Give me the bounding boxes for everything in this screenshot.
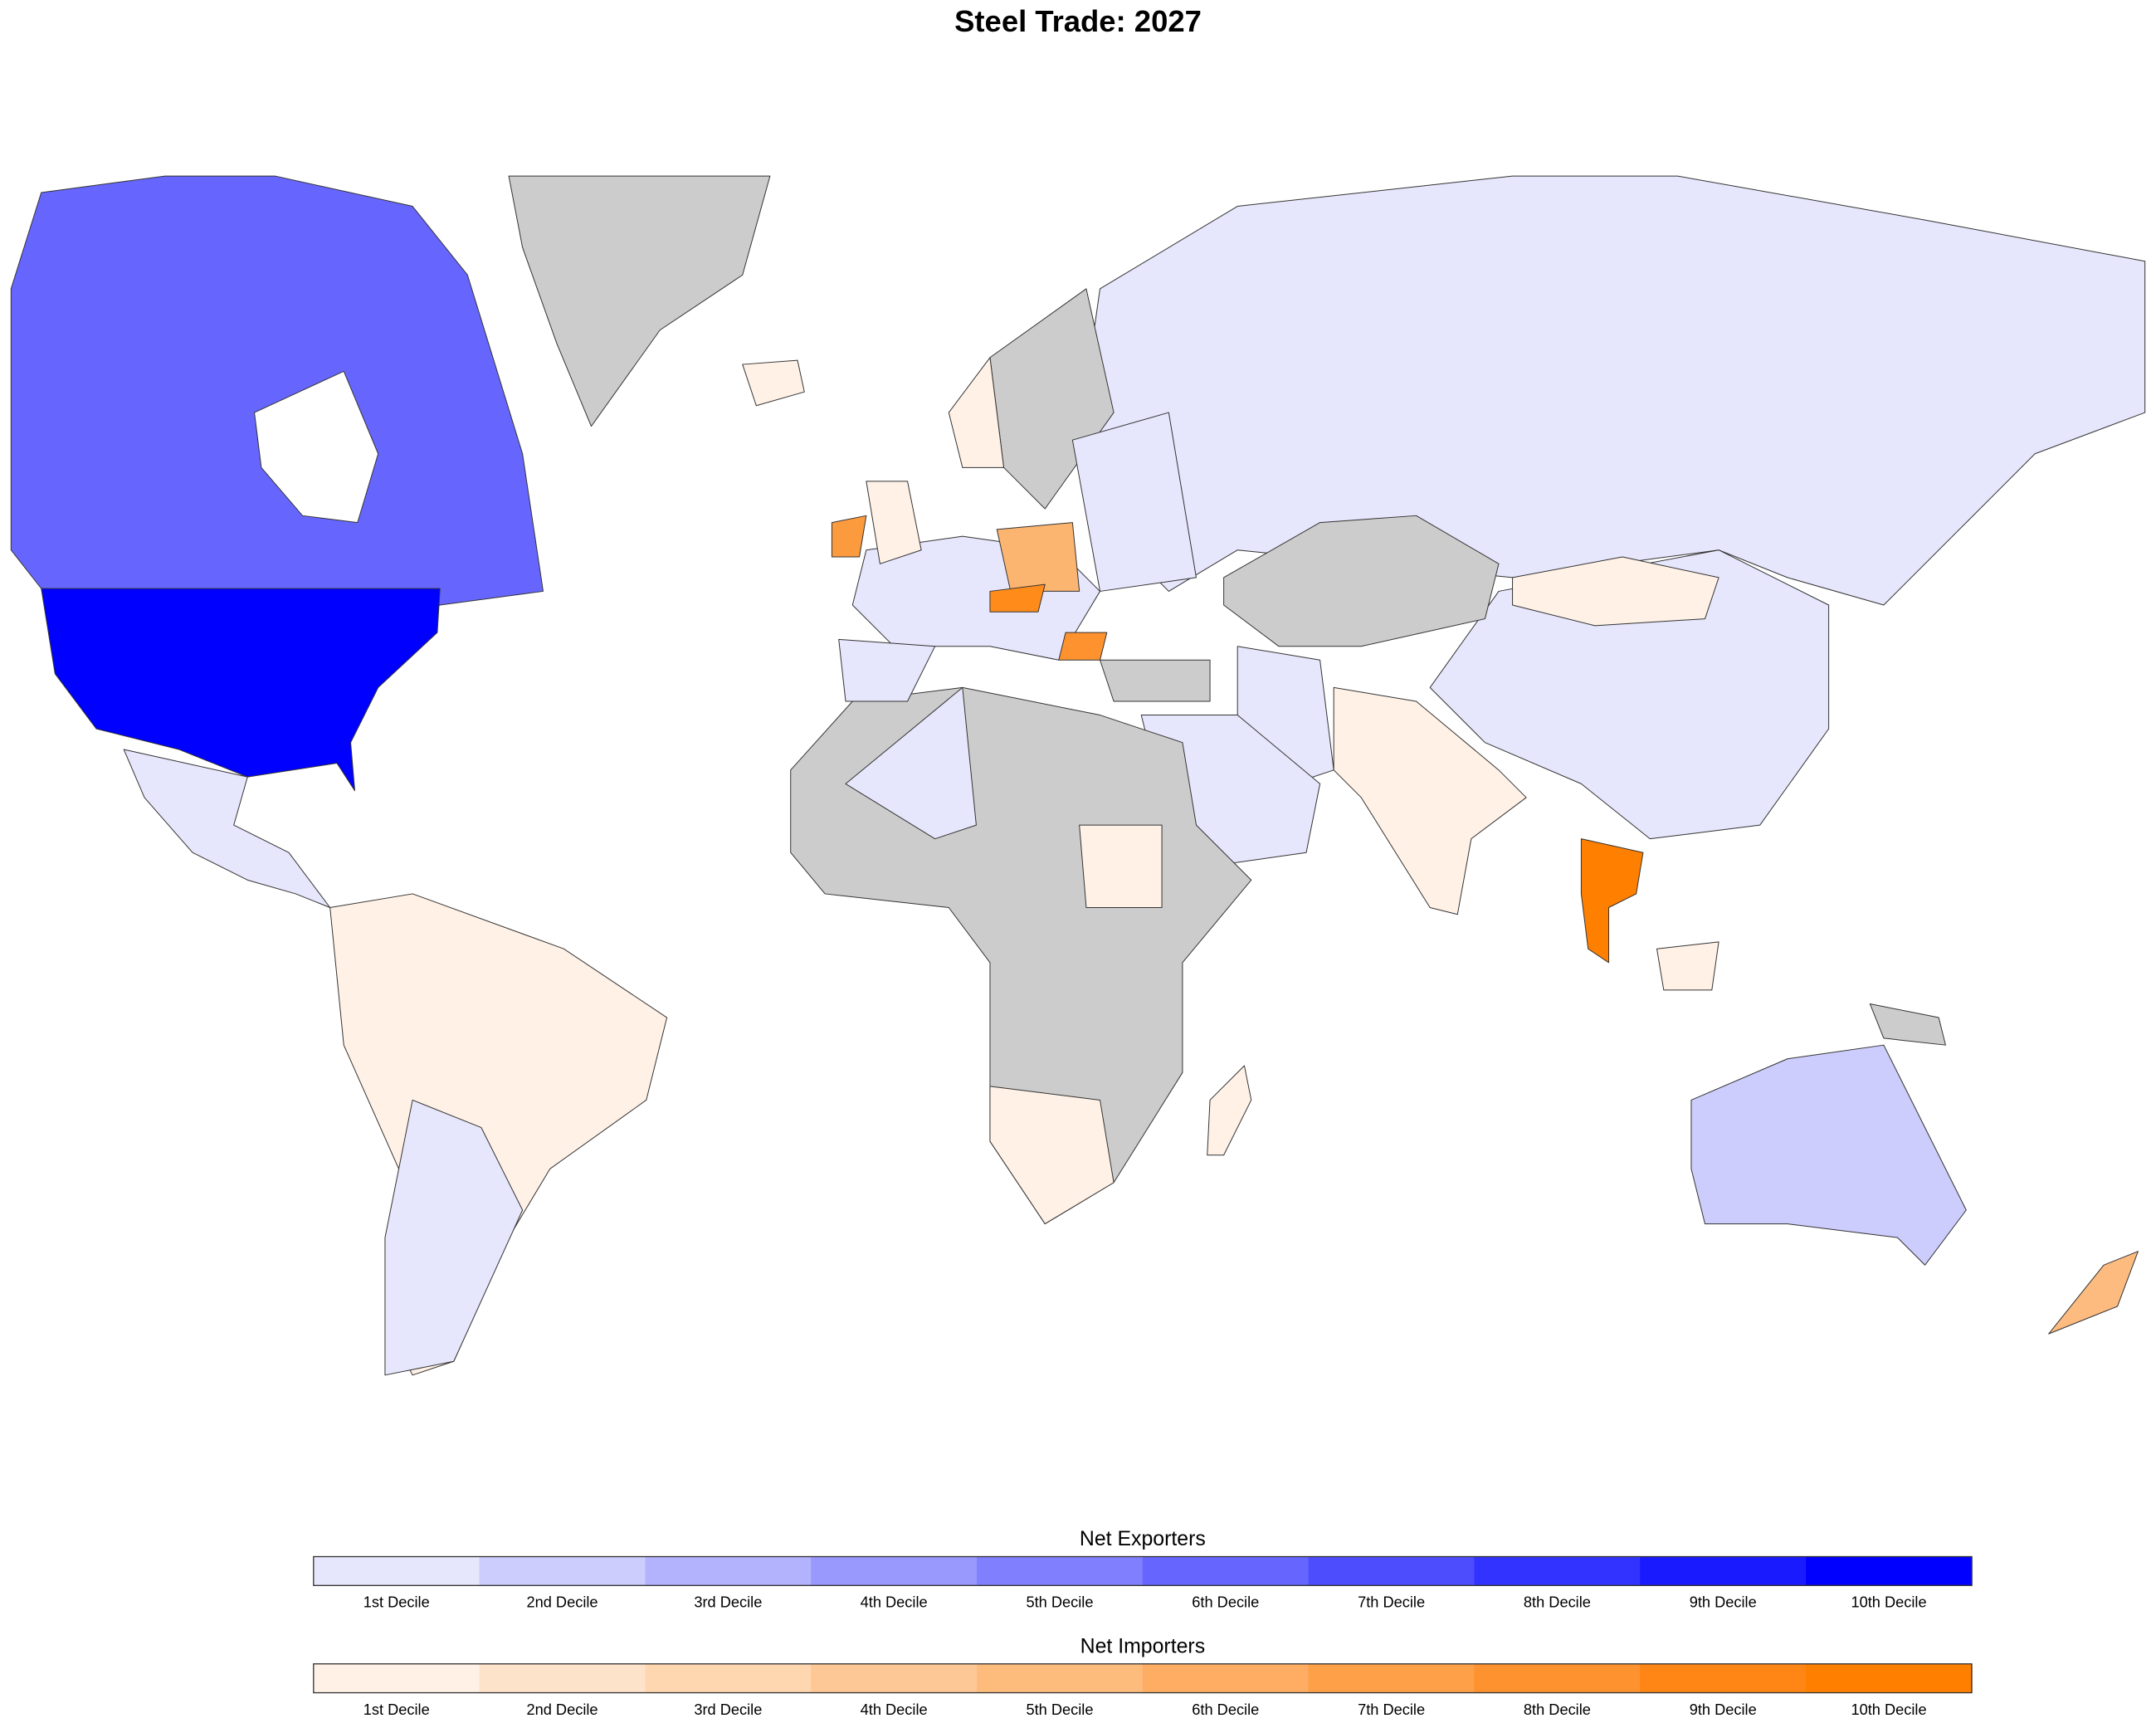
country	[845, 686, 977, 840]
legend-label: 4th Decile	[861, 1701, 928, 1718]
country	[1429, 549, 1830, 840]
country	[742, 359, 805, 407]
country	[831, 515, 867, 558]
country	[1580, 838, 1644, 964]
legend-label: 1st Decile	[363, 1701, 430, 1718]
legend-swatch	[479, 1556, 646, 1586]
country	[1237, 646, 1334, 784]
country	[838, 638, 936, 702]
legend-swatch	[645, 1663, 812, 1693]
country	[989, 1086, 1115, 1225]
water	[254, 370, 379, 524]
legend-swatch	[1474, 1556, 1641, 1586]
legend-label: 4th Decile	[861, 1594, 928, 1611]
legend-label: 8th Decile	[1524, 1701, 1591, 1718]
legend-label: 3rd Decile	[694, 1594, 762, 1611]
country	[1656, 941, 1719, 991]
legend-label: 9th Decile	[1690, 1701, 1757, 1718]
legend-swatch	[1142, 1663, 1310, 1693]
legend-swatch	[479, 1663, 646, 1693]
legend-frame	[313, 1663, 1973, 1694]
legend-label: 8th Decile	[1524, 1594, 1591, 1611]
legend-swatch	[1474, 1663, 1641, 1693]
legend-swatch	[811, 1663, 978, 1693]
legend-label: 6th Decile	[1192, 1594, 1259, 1611]
country	[123, 749, 331, 909]
legend-swatch	[1806, 1556, 1973, 1586]
legend-label: 1st Decile	[363, 1594, 430, 1611]
legend-swatch	[1640, 1556, 1807, 1586]
legend-label: 10th Decile	[1851, 1701, 1926, 1718]
country	[1690, 1044, 1967, 1266]
country	[1869, 1003, 1946, 1046]
legend-swatch	[1640, 1663, 1807, 1693]
legend-label: 3rd Decile	[694, 1701, 762, 1718]
country	[329, 893, 668, 1376]
map-title: Steel Trade: 2027	[954, 4, 1202, 38]
legend-label: 7th Decile	[1358, 1701, 1425, 1718]
country	[866, 481, 922, 564]
country	[1085, 175, 2146, 606]
country	[384, 1099, 524, 1376]
country	[1071, 412, 1197, 592]
legend-swatch	[977, 1556, 1144, 1586]
country	[790, 686, 1252, 1225]
legend-swatch	[1806, 1663, 1973, 1693]
country	[948, 357, 1005, 468]
country	[996, 522, 1080, 592]
country	[1333, 686, 1527, 915]
country	[1207, 1065, 1252, 1156]
legend-swatch	[977, 1663, 1144, 1693]
legend-label: 2nd Decile	[526, 1594, 598, 1611]
legend-swatch	[1142, 1556, 1310, 1586]
legend-title: Net Importers	[1080, 1635, 1205, 1657]
legend-label: 6th Decile	[1192, 1701, 1259, 1718]
world-map	[10, 175, 2146, 1376]
country	[1079, 824, 1163, 909]
country	[1512, 556, 1719, 627]
country	[2048, 1251, 2139, 1335]
country	[989, 583, 1046, 613]
legend-frame	[313, 1555, 1973, 1586]
country	[508, 175, 771, 427]
legend-swatch	[811, 1556, 978, 1586]
legend-label: 5th Decile	[1026, 1701, 1093, 1718]
country	[1223, 515, 1500, 647]
legend-label: 5th Decile	[1026, 1594, 1093, 1611]
legend-swatch	[1308, 1556, 1476, 1586]
legend-swatch	[313, 1556, 480, 1586]
country	[1058, 632, 1108, 661]
country	[1100, 659, 1211, 702]
legend-label: 9th Decile	[1690, 1594, 1757, 1611]
legends: Net Exporters 1st Decile 2nd Decile 3rd Dec…	[313, 1528, 1973, 1718]
legend-label: 10th Decile	[1851, 1594, 1926, 1611]
legend-swatch	[1308, 1663, 1476, 1693]
legend-swatch	[313, 1663, 480, 1693]
legend-title: Net Exporters	[1080, 1528, 1206, 1550]
legend-label: 7th Decile	[1358, 1594, 1425, 1611]
legend-label: 2nd Decile	[526, 1701, 598, 1718]
country	[41, 588, 441, 792]
legend-swatch	[645, 1556, 812, 1586]
